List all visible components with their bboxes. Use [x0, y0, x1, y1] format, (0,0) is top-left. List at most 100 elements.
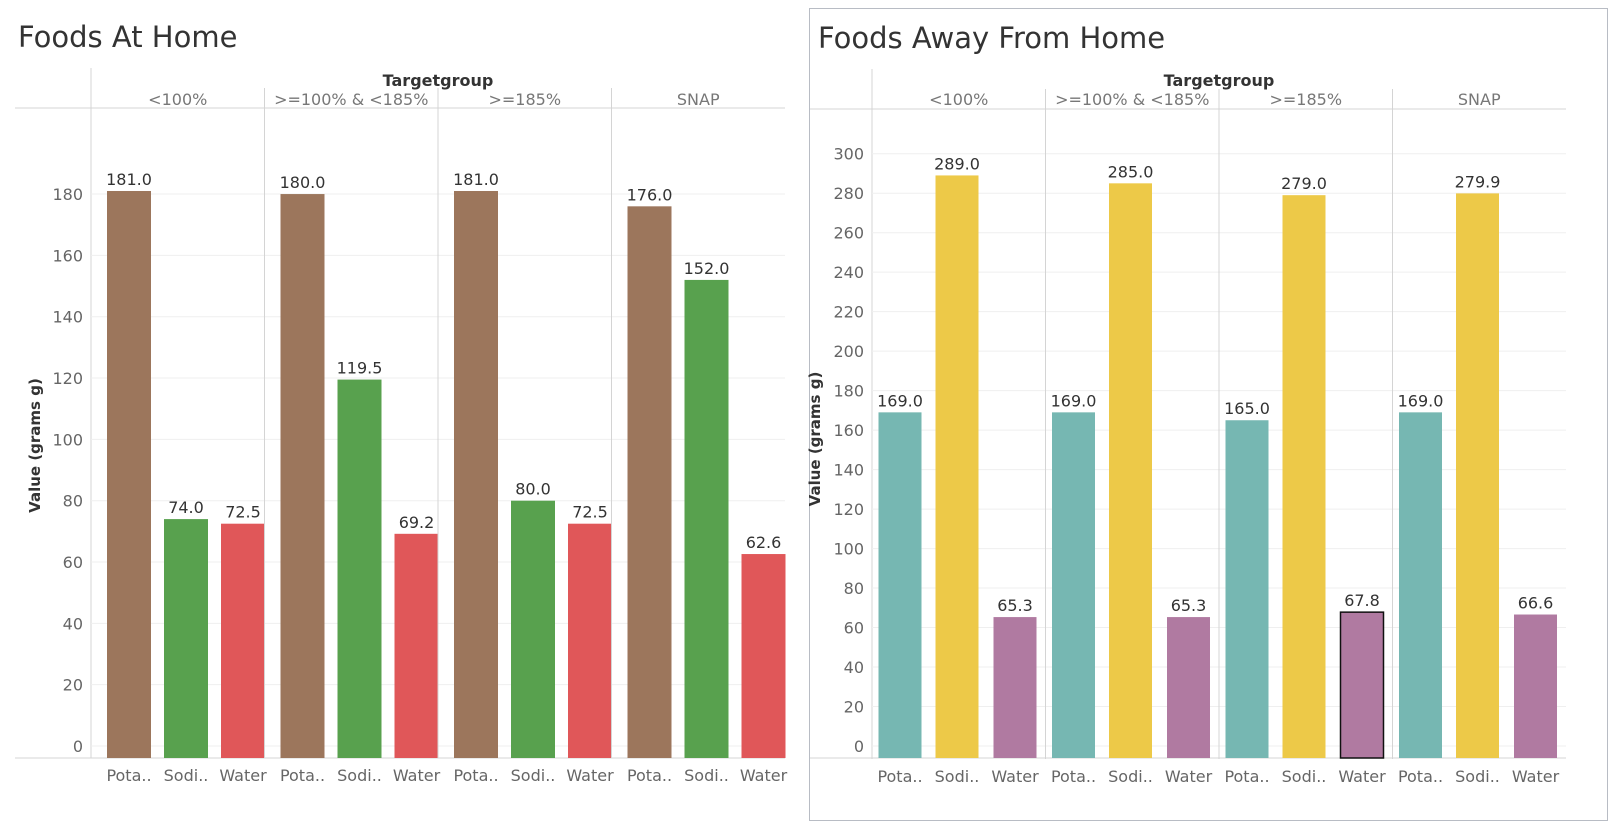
value-label: 66.6: [1518, 594, 1554, 613]
y-tick-label: 100: [52, 430, 83, 449]
x-tick-label: Water: [1512, 767, 1560, 786]
y-tick-label: 300: [833, 145, 864, 164]
y-axis-title: Value (grams g): [26, 378, 44, 513]
value-label: 65.3: [997, 596, 1033, 615]
value-label: 80.0: [515, 480, 551, 499]
panel-header: SNAP: [677, 90, 720, 109]
bar: [1282, 195, 1326, 758]
value-label: 152.0: [684, 259, 730, 278]
bar: [394, 533, 439, 758]
bar: [1399, 412, 1442, 758]
x-tick-label: Pota..: [453, 766, 498, 785]
value-label: 169.0: [877, 391, 923, 410]
value-label: 72.5: [572, 503, 608, 522]
x-tick-label: Pota..: [627, 766, 672, 785]
x-tick-label: Pota..: [280, 766, 325, 785]
y-tick-label: 100: [833, 540, 864, 559]
y-tick-label: 260: [833, 224, 864, 243]
chart-title: Foods Away From Home: [818, 21, 1166, 55]
x-tick-label: Pota..: [1051, 767, 1096, 786]
value-label: 165.0: [1224, 399, 1270, 418]
value-label: 74.0: [168, 498, 204, 517]
x-tick-label: Sodi..: [1282, 767, 1327, 786]
x-tick-label: Water: [1165, 767, 1213, 786]
value-label: 279.9: [1455, 172, 1501, 191]
y-tick-label: 80: [63, 492, 83, 511]
bar: [1109, 183, 1152, 759]
panel-header: >=100% & <185%: [274, 90, 428, 109]
y-tick-label: 140: [52, 308, 83, 327]
y-tick-label: 180: [52, 185, 83, 204]
x-tick-label: Water: [393, 766, 441, 785]
value-label: 169.0: [1051, 391, 1097, 410]
bar: [1167, 617, 1210, 758]
value-label: 67.8: [1344, 591, 1380, 610]
bar: [337, 379, 382, 758]
y-tick-label: 160: [52, 246, 83, 265]
value-label: 72.5: [225, 503, 261, 522]
x-tick-label: Pota..: [106, 766, 151, 785]
bar: [568, 523, 612, 758]
bar: [1456, 193, 1499, 758]
y-axis-title: Value (grams g): [806, 372, 824, 507]
bar: [454, 190, 498, 759]
value-label: 181.0: [453, 170, 499, 189]
y-tick-label: 0: [854, 737, 864, 756]
column-header-label: Targetgroup: [383, 71, 494, 90]
bar: [511, 500, 555, 758]
x-tick-label: Pota..: [877, 767, 922, 786]
y-tick-label: 40: [844, 658, 864, 677]
value-label: 181.0: [106, 170, 152, 189]
bar: [107, 190, 151, 759]
value-label: 289.0: [934, 154, 980, 173]
y-tick-label: 120: [833, 500, 864, 519]
y-tick-label: 60: [844, 619, 864, 638]
x-tick-label: Pota..: [1224, 767, 1269, 786]
panel-header: <100%: [929, 90, 988, 109]
x-tick-label: Sodi..: [1108, 767, 1153, 786]
bar: [280, 194, 325, 758]
x-tick-label: Water: [991, 767, 1039, 786]
y-tick-label: 40: [63, 614, 83, 633]
y-tick-label: 220: [833, 303, 864, 322]
panel-header: <100%: [148, 90, 207, 109]
bar: [1225, 420, 1269, 758]
bar: [935, 175, 979, 758]
value-label: 285.0: [1108, 162, 1154, 181]
value-label: 279.0: [1281, 174, 1327, 193]
bar: [878, 412, 922, 758]
panel-header: >=185%: [1269, 90, 1342, 109]
bar: [1339, 611, 1385, 759]
foods-at-home-chart: Targetgroup 0 20 40 60 80 100 120 140 160 180 Value…: [15, 68, 788, 785]
x-tick-label: Water: [1338, 767, 1386, 786]
foods-away-from-home-chart: Targetgroup 0 20 40 60 80 100 120 140 160 180 200 22…: [806, 69, 1566, 786]
bar: [993, 617, 1037, 758]
x-tick-label: Sodi..: [337, 766, 382, 785]
x-tick-label: Sodi..: [1455, 767, 1500, 786]
value-label: 69.2: [399, 513, 435, 532]
y-tick-label: 280: [833, 184, 864, 203]
foods-at-home-sheet: Foods At Home Targetgroup 0 20 40 60 80 100 120…: [0, 0, 800, 812]
panel-header: >=185%: [488, 90, 561, 109]
x-tick-label: Sodi..: [684, 766, 729, 785]
bar: [1052, 412, 1095, 758]
y-tick-label: 20: [63, 676, 83, 695]
column-header-label: Targetgroup: [1164, 71, 1275, 90]
y-tick-label: 60: [63, 553, 83, 572]
y-tick-label: 240: [833, 263, 864, 282]
value-label: 176.0: [627, 185, 673, 204]
y-tick-label: 120: [52, 369, 83, 388]
value-label: 169.0: [1398, 391, 1444, 410]
foods-away-from-home-sheet: Foods Away From Home Targetgroup 0 20 40 60 8…: [806, 8, 1608, 821]
value-label: 180.0: [280, 173, 326, 192]
bar: [164, 519, 208, 758]
x-tick-label: Pota..: [1398, 767, 1443, 786]
y-tick-label: 200: [833, 342, 864, 361]
bar: [684, 279, 729, 758]
x-tick-label: Water: [566, 766, 614, 785]
bar: [741, 554, 786, 758]
x-tick-label: Sodi..: [511, 766, 556, 785]
y-tick-label: 140: [833, 461, 864, 480]
y-tick-label: 80: [844, 579, 864, 598]
bar: [221, 523, 265, 758]
